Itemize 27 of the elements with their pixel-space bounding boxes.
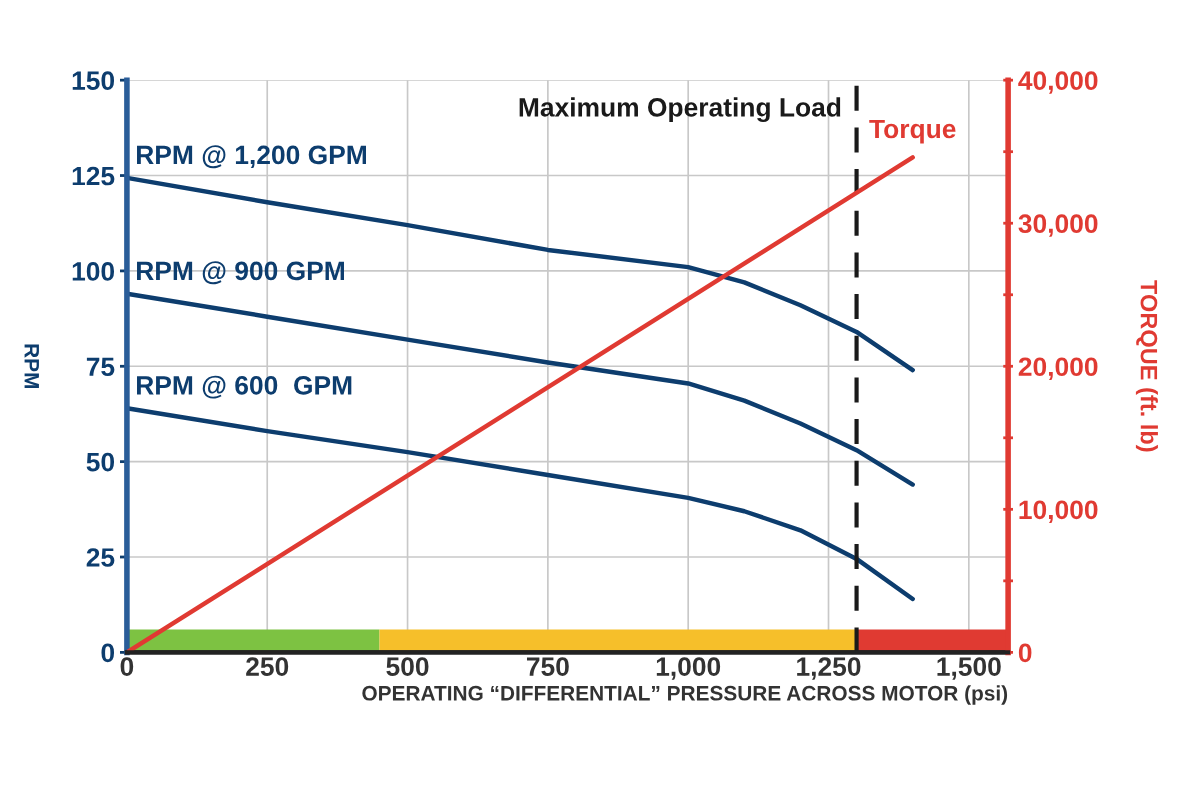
x-tick-label: 1,250 — [797, 657, 861, 680]
series-label: RPM @ 1,200 GPM — [137, 145, 366, 169]
y-tick-label: 25 — [86, 548, 115, 567]
y2-tick-label: 20,000 — [1018, 357, 1098, 380]
x-tick-label: 750 — [526, 657, 569, 676]
x-axis-title: OPERATING “DIFFERENTIAL” PRESSURE ACROSS MOTOR (psi) — [362, 685, 1008, 705]
x-tick-label: 0 — [120, 657, 134, 676]
y2-axis-title: TORQUE (ft. lb) — [1135, 280, 1158, 452]
series-label: Torque — [869, 119, 956, 144]
y2-tick-label: 30,000 — [1018, 214, 1098, 237]
y-tick-label: 0 — [101, 643, 115, 663]
y2-tick-label: 0 — [1018, 643, 1032, 663]
y2-tick-label: 10,000 — [1019, 500, 1098, 523]
y-tick-label: 150 — [72, 71, 115, 90]
x-tick-label: 1,500 — [937, 657, 1001, 680]
ref-line-label: Maximum Operating Load — [519, 97, 841, 123]
y2-tick-label: 40,000 — [1018, 71, 1098, 94]
x-tick-label: 250 — [246, 657, 289, 676]
y-tick-label: 50 — [86, 452, 115, 472]
x-tick-label: 1,000 — [656, 657, 721, 680]
y-tick-label: 100 — [72, 262, 115, 281]
y-tick-label: 75 — [86, 357, 115, 377]
series-label: RPM @ 600 GPM — [137, 375, 352, 399]
y-axis-title: RPM — [24, 344, 39, 389]
x-tick-label: 500 — [386, 657, 429, 676]
series-label: RPM @ 900 GPM — [137, 261, 344, 285]
y-tick-label: 125 — [72, 166, 115, 186]
